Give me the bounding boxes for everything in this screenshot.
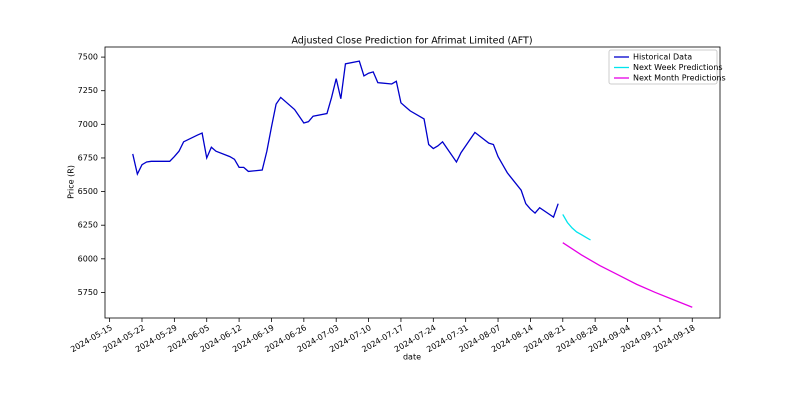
y-tick-label: 6000 bbox=[78, 254, 98, 263]
y-tick-label: 5750 bbox=[78, 288, 98, 297]
y-tick-label: 6750 bbox=[78, 153, 98, 162]
y-tick-label: 6500 bbox=[78, 187, 98, 196]
chart-title: Adjusted Close Prediction for Afrimat Li… bbox=[291, 36, 532, 47]
y-axis-label: Price (R) bbox=[67, 165, 76, 199]
legend-label: Next Week Predictions bbox=[633, 63, 723, 72]
y-tick-label: 7250 bbox=[78, 86, 98, 95]
legend-label: Next Month Predictions bbox=[633, 74, 726, 83]
y-tick-label: 6250 bbox=[78, 221, 98, 230]
legend-box bbox=[608, 49, 718, 85]
y-tick-label: 7500 bbox=[78, 53, 98, 62]
series-line bbox=[132, 60, 559, 219]
x-axis-label: date bbox=[403, 353, 421, 362]
series-line bbox=[562, 214, 591, 241]
legend-label: Historical Data bbox=[633, 53, 692, 62]
y-tick-label: 7000 bbox=[78, 120, 98, 129]
series-line bbox=[562, 242, 693, 308]
plot-frame bbox=[104, 46, 721, 319]
